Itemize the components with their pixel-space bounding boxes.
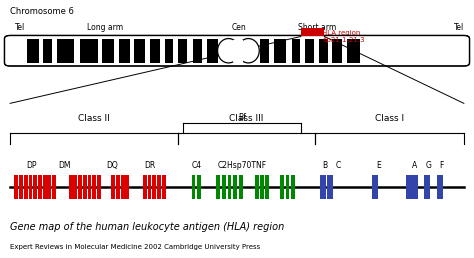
Bar bbox=[305, 38, 314, 63]
Bar bbox=[135, 38, 145, 63]
Text: Class II: Class II bbox=[78, 114, 110, 123]
Bar bbox=[24, 175, 27, 199]
Bar bbox=[78, 175, 82, 199]
Text: Class I: Class I bbox=[375, 114, 404, 123]
Bar bbox=[102, 38, 114, 63]
Bar bbox=[111, 175, 115, 199]
Bar bbox=[116, 175, 120, 199]
Bar bbox=[327, 175, 333, 199]
Bar bbox=[373, 175, 379, 199]
Bar bbox=[119, 38, 130, 63]
Bar bbox=[143, 175, 147, 199]
Bar bbox=[255, 175, 259, 199]
Bar bbox=[164, 38, 173, 63]
Text: Bf: Bf bbox=[238, 113, 246, 122]
Text: Gene map of the human leukocyte antigen (HLA) region: Gene map of the human leukocyte antigen … bbox=[10, 222, 284, 232]
Bar bbox=[274, 38, 286, 63]
Text: HLA region
6p21.1-21.3: HLA region 6p21.1-21.3 bbox=[322, 30, 365, 43]
Bar bbox=[406, 175, 411, 199]
Bar bbox=[219, 38, 258, 63]
Bar bbox=[73, 175, 77, 199]
Bar bbox=[148, 175, 152, 199]
Bar bbox=[27, 38, 38, 63]
Bar bbox=[437, 175, 443, 199]
Bar bbox=[57, 38, 74, 63]
Bar bbox=[28, 175, 32, 199]
Text: A: A bbox=[411, 161, 417, 170]
Text: Expert Reviews in Molecular Medicine 2002 Cambridge University Press: Expert Reviews in Molecular Medicine 200… bbox=[10, 244, 260, 249]
Bar bbox=[280, 175, 284, 199]
Text: DM: DM bbox=[58, 161, 71, 170]
Bar bbox=[38, 175, 42, 199]
Bar bbox=[33, 175, 37, 199]
Bar bbox=[126, 175, 129, 199]
Bar bbox=[92, 175, 96, 199]
Text: B: B bbox=[322, 161, 327, 170]
Bar bbox=[260, 175, 264, 199]
Bar bbox=[121, 175, 125, 199]
Bar bbox=[19, 175, 23, 199]
Bar bbox=[319, 38, 328, 63]
Bar bbox=[88, 175, 91, 199]
Bar bbox=[43, 175, 46, 199]
Bar bbox=[234, 40, 243, 62]
Bar bbox=[193, 38, 201, 63]
Bar bbox=[233, 175, 237, 199]
Bar bbox=[412, 175, 418, 199]
Bar bbox=[292, 38, 300, 63]
Text: C4: C4 bbox=[192, 161, 202, 170]
Bar bbox=[207, 38, 218, 63]
Bar bbox=[14, 175, 18, 199]
Bar bbox=[260, 38, 269, 63]
Bar bbox=[97, 175, 101, 199]
Bar bbox=[178, 38, 187, 63]
Text: DQ: DQ bbox=[106, 161, 118, 170]
Bar bbox=[162, 175, 165, 199]
Text: F: F bbox=[439, 161, 444, 170]
Bar bbox=[286, 175, 290, 199]
Bar bbox=[197, 175, 201, 199]
Bar bbox=[222, 175, 226, 199]
Bar bbox=[320, 175, 326, 199]
Text: Long arm: Long arm bbox=[87, 23, 123, 32]
Text: Tel: Tel bbox=[454, 23, 464, 32]
Bar bbox=[47, 175, 51, 199]
Text: C2Hsp70TNF: C2Hsp70TNF bbox=[217, 161, 266, 170]
FancyBboxPatch shape bbox=[4, 35, 470, 66]
Bar bbox=[228, 175, 231, 199]
Bar bbox=[292, 175, 295, 199]
Bar bbox=[52, 175, 56, 199]
Bar bbox=[191, 175, 195, 199]
Ellipse shape bbox=[237, 38, 259, 63]
Bar bbox=[265, 175, 269, 199]
Bar bbox=[332, 38, 342, 63]
Bar bbox=[216, 175, 220, 199]
Bar bbox=[150, 38, 160, 63]
Text: Tel: Tel bbox=[15, 23, 25, 32]
Bar bbox=[424, 175, 430, 199]
Text: C: C bbox=[336, 161, 341, 170]
Text: G: G bbox=[426, 161, 431, 170]
Bar bbox=[157, 175, 161, 199]
Text: Chromosome 6: Chromosome 6 bbox=[10, 7, 74, 16]
Bar bbox=[346, 38, 360, 63]
Bar bbox=[69, 175, 73, 199]
Text: Cen: Cen bbox=[232, 23, 247, 32]
Text: DP: DP bbox=[26, 161, 36, 170]
Text: E: E bbox=[376, 161, 381, 170]
Bar bbox=[153, 175, 156, 199]
Text: DR: DR bbox=[144, 161, 155, 170]
Bar bbox=[301, 28, 324, 36]
Bar bbox=[83, 175, 87, 199]
Text: Short arm: Short arm bbox=[298, 23, 337, 32]
Bar bbox=[239, 175, 243, 199]
Bar bbox=[43, 38, 52, 63]
Text: Class III: Class III bbox=[229, 114, 264, 123]
Ellipse shape bbox=[218, 38, 239, 63]
Bar bbox=[80, 38, 98, 63]
